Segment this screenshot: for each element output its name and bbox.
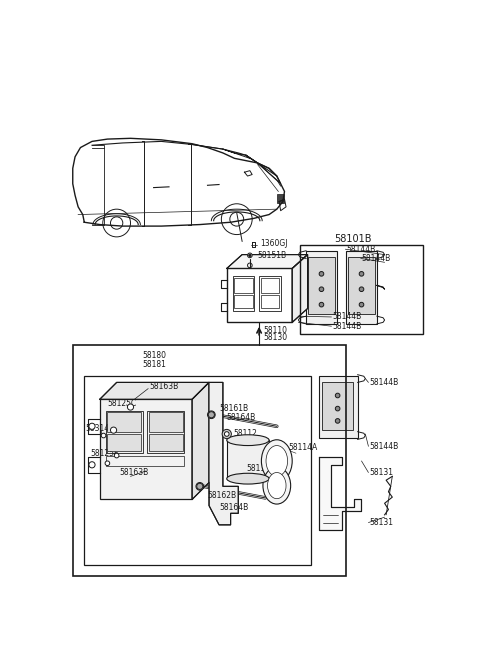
Polygon shape bbox=[100, 382, 209, 400]
Bar bbox=[277, 194, 285, 203]
Polygon shape bbox=[227, 440, 269, 479]
Circle shape bbox=[222, 430, 231, 439]
Text: 58144B: 58144B bbox=[332, 322, 361, 331]
Bar bbox=[233, 276, 254, 311]
Text: 58144B: 58144B bbox=[332, 313, 361, 321]
Circle shape bbox=[197, 483, 203, 489]
Text: 58130: 58130 bbox=[264, 333, 288, 342]
Bar bbox=[108, 412, 141, 432]
Bar bbox=[106, 411, 143, 454]
Text: 58125F: 58125F bbox=[90, 449, 119, 458]
Ellipse shape bbox=[227, 473, 269, 484]
Bar bbox=[234, 278, 253, 293]
Text: 58161B: 58161B bbox=[219, 404, 248, 413]
Circle shape bbox=[114, 454, 119, 458]
Text: 58144B: 58144B bbox=[369, 378, 398, 387]
Text: 58144B: 58144B bbox=[361, 254, 391, 263]
Polygon shape bbox=[192, 382, 209, 499]
Ellipse shape bbox=[267, 473, 286, 499]
Circle shape bbox=[208, 412, 215, 418]
Bar bbox=[300, 245, 423, 334]
Bar bbox=[259, 276, 281, 311]
Text: 58162B: 58162B bbox=[207, 491, 237, 500]
Circle shape bbox=[207, 411, 215, 418]
Text: 58101B: 58101B bbox=[335, 234, 372, 244]
Text: 58113: 58113 bbox=[246, 464, 270, 473]
Text: 58131: 58131 bbox=[369, 518, 393, 527]
Text: 58180: 58180 bbox=[142, 351, 166, 360]
Text: 58114A: 58114A bbox=[288, 444, 318, 452]
Polygon shape bbox=[292, 255, 308, 323]
Circle shape bbox=[359, 303, 364, 307]
Polygon shape bbox=[319, 457, 361, 530]
Bar bbox=[261, 295, 279, 309]
Circle shape bbox=[110, 427, 117, 433]
Text: 58110: 58110 bbox=[264, 326, 288, 334]
Ellipse shape bbox=[262, 440, 292, 482]
Circle shape bbox=[336, 406, 340, 411]
Text: 58164B: 58164B bbox=[219, 503, 248, 511]
Bar bbox=[149, 412, 183, 432]
Polygon shape bbox=[348, 257, 374, 314]
Polygon shape bbox=[308, 257, 335, 314]
Bar bbox=[234, 295, 253, 309]
Ellipse shape bbox=[266, 446, 288, 476]
Text: 58163B: 58163B bbox=[150, 382, 179, 391]
Circle shape bbox=[105, 461, 110, 466]
Text: 58144B: 58144B bbox=[369, 442, 398, 451]
Bar bbox=[227, 269, 292, 323]
Text: 58314: 58314 bbox=[86, 424, 110, 433]
Text: 58112: 58112 bbox=[233, 430, 257, 438]
Circle shape bbox=[249, 254, 251, 257]
Circle shape bbox=[319, 287, 324, 291]
Circle shape bbox=[336, 418, 340, 423]
Bar bbox=[106, 456, 184, 466]
Circle shape bbox=[359, 271, 364, 276]
Polygon shape bbox=[209, 382, 238, 525]
Ellipse shape bbox=[263, 467, 291, 504]
Bar bbox=[108, 434, 141, 451]
Circle shape bbox=[319, 271, 324, 276]
Circle shape bbox=[359, 287, 364, 291]
Circle shape bbox=[196, 483, 204, 490]
Circle shape bbox=[225, 432, 229, 436]
Polygon shape bbox=[319, 376, 358, 438]
Circle shape bbox=[319, 303, 324, 307]
Circle shape bbox=[89, 462, 95, 468]
Text: 58144B: 58144B bbox=[346, 245, 375, 254]
Bar bbox=[73, 345, 346, 577]
Polygon shape bbox=[227, 255, 308, 269]
Polygon shape bbox=[322, 382, 353, 430]
Circle shape bbox=[127, 404, 133, 410]
Text: 58181: 58181 bbox=[142, 360, 166, 369]
Circle shape bbox=[89, 423, 95, 430]
Circle shape bbox=[336, 393, 340, 398]
Circle shape bbox=[248, 253, 252, 257]
Text: 58163B: 58163B bbox=[119, 468, 148, 477]
Circle shape bbox=[101, 433, 106, 438]
Text: 58151B: 58151B bbox=[258, 251, 287, 260]
Ellipse shape bbox=[227, 435, 269, 446]
Polygon shape bbox=[100, 400, 192, 499]
Bar bbox=[261, 278, 279, 293]
Text: 58131: 58131 bbox=[369, 468, 393, 477]
Polygon shape bbox=[306, 251, 337, 324]
Bar bbox=[149, 434, 183, 451]
Bar bbox=[147, 411, 184, 454]
Text: 1360GJ: 1360GJ bbox=[260, 239, 288, 248]
Text: 58125C: 58125C bbox=[108, 399, 137, 408]
Bar bbox=[84, 376, 312, 565]
Polygon shape bbox=[346, 251, 377, 324]
Text: 58164B: 58164B bbox=[227, 412, 256, 422]
